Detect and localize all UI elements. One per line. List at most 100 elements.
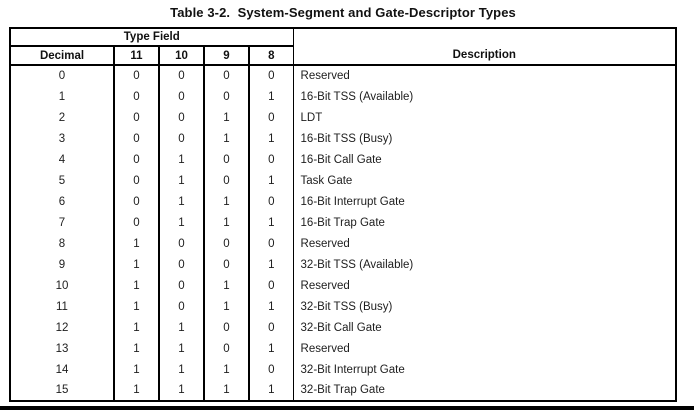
bit9-cell: 0 <box>203 65 249 86</box>
bit10-cell: 1 <box>158 359 204 380</box>
description-cell: Reserved <box>292 275 676 296</box>
table-row: 12 1 1 0 0 32-Bit Call Gate <box>10 317 676 338</box>
decimal-cell: 15 <box>55 384 69 396</box>
bit8-cell: 1 <box>247 170 294 191</box>
bit9-cell: 1 <box>203 296 249 317</box>
bit8-cell: 0 <box>247 275 294 296</box>
bit10-header: 10 <box>158 46 204 66</box>
bit10-cell: 1 <box>158 212 204 233</box>
table-row: 1 0 0 0 1 16-Bit TSS (Available) <box>10 86 676 107</box>
decimal-cell: 3 <box>58 132 66 145</box>
decimal-cell: 0 <box>58 70 66 82</box>
description-cell: Reserved <box>292 65 676 86</box>
decimal-cell: 1 <box>58 90 66 103</box>
table-row: 5 0 1 0 1 Task Gate <box>10 170 676 191</box>
bit10-cell: 0 <box>158 296 204 317</box>
bit9-cell: 0 <box>203 338 249 359</box>
description-cell: Reserved <box>292 233 676 254</box>
decimal-cell: 7 <box>58 216 66 229</box>
table-row: 10 1 0 1 0 Reserved <box>10 275 676 296</box>
bit9-cell: 1 <box>203 212 249 233</box>
table-row: 3 0 0 1 1 16-Bit TSS (Busy) <box>10 128 676 149</box>
bit10-cell: 0 <box>158 107 204 128</box>
decimal-cell: 13 <box>55 342 69 355</box>
table-row: 14 1 1 1 0 32-Bit Interrupt Gate <box>10 359 676 380</box>
bit9-cell: 1 <box>203 191 249 212</box>
bit8-cell: 0 <box>247 359 294 380</box>
bit9-cell: 0 <box>203 170 249 191</box>
bit11-cell: 1 <box>113 233 159 254</box>
decimal-cell: 5 <box>58 174 66 187</box>
bit11-cell: 0 <box>113 212 159 233</box>
description-cell: 32-Bit TSS (Available) <box>292 254 676 275</box>
bit11-cell: 1 <box>113 317 159 338</box>
bit10-cell: 1 <box>158 149 204 170</box>
bit8-cell: 1 <box>247 254 294 275</box>
bit11-cell: 0 <box>113 191 159 212</box>
description-header: Description <box>292 28 676 66</box>
bit9-cell: 1 <box>203 128 249 149</box>
type-field-header: Type Field <box>10 28 294 47</box>
description-cell: 32-Bit Trap Gate <box>292 380 676 401</box>
table-row: 2 0 0 1 0 LDT <box>10 107 676 128</box>
decimal-cell: 4 <box>58 153 66 166</box>
table-row: 0 0 0 0 0 Reserved <box>10 65 676 86</box>
bit11-cell: 1 <box>113 296 159 317</box>
description-cell: 16-Bit Trap Gate <box>292 212 676 233</box>
bit8-cell: 0 <box>247 233 294 254</box>
bit9-header: 9 <box>203 46 249 66</box>
bit8-cell: 1 <box>247 338 294 359</box>
bit11-cell: 1 <box>113 254 159 275</box>
decimal-header: Decimal <box>10 46 114 66</box>
description-cell: 16-Bit Call Gate <box>292 149 676 170</box>
descriptor-types-table: Type Field Description Decimal 11 10 9 8… <box>9 27 677 402</box>
bit9-cell: 1 <box>203 359 249 380</box>
bit8-cell: 1 <box>247 380 294 401</box>
bit8-cell: 1 <box>247 86 294 107</box>
description-cell: 16-Bit TSS (Busy) <box>292 128 676 149</box>
bit10-cell: 1 <box>158 191 204 212</box>
bit9-cell: 1 <box>203 380 249 401</box>
table-row: 13 1 1 0 1 Reserved <box>10 338 676 359</box>
bit10-cell: 1 <box>158 170 204 191</box>
bit10-cell: 0 <box>158 275 204 296</box>
decimal-cell: 9 <box>58 258 66 271</box>
bit11-cell: 0 <box>113 128 159 149</box>
description-cell: 16-Bit Interrupt Gate <box>292 191 676 212</box>
description-cell: Reserved <box>292 338 676 359</box>
bit9-cell: 0 <box>203 317 249 338</box>
bit8-cell: 1 <box>247 128 294 149</box>
table-row: 11 1 0 1 1 32-Bit TSS (Busy) <box>10 296 676 317</box>
bit11-cell: 0 <box>113 149 159 170</box>
bit10-cell: 0 <box>158 254 204 275</box>
bit11-header: 11 <box>113 46 159 66</box>
bit10-cell: 1 <box>158 380 204 401</box>
bit8-cell: 1 <box>247 212 294 233</box>
bit10-cell: 1 <box>158 317 204 338</box>
bit8-header: 8 <box>247 46 294 66</box>
decimal-cell: 14 <box>55 363 69 376</box>
bit11-cell: 0 <box>113 170 159 191</box>
bit11-cell: 1 <box>113 338 159 359</box>
bit9-cell: 1 <box>203 275 249 296</box>
table-row: 15 1 1 1 1 32-Bit Trap Gate <box>10 380 676 401</box>
decimal-cell: 2 <box>58 111 66 124</box>
decimal-cell: 6 <box>58 195 66 208</box>
bit8-cell: 0 <box>247 191 294 212</box>
table-row: 6 0 1 1 0 16-Bit Interrupt Gate <box>10 191 676 212</box>
bit11-cell: 0 <box>113 86 159 107</box>
bit10-cell: 1 <box>158 338 204 359</box>
description-cell: 32-Bit TSS (Busy) <box>292 296 676 317</box>
bit9-cell: 0 <box>203 254 249 275</box>
bit11-cell: 0 <box>113 107 159 128</box>
bit8-cell: 1 <box>247 296 294 317</box>
bit8-cell: 0 <box>247 107 294 128</box>
table-row: 8 1 0 0 0 Reserved <box>10 233 676 254</box>
bit8-cell: 0 <box>247 65 294 86</box>
bit10-cell: 0 <box>158 86 204 107</box>
bit11-cell: 1 <box>113 380 159 401</box>
description-cell: Task Gate <box>292 170 676 191</box>
bit11-cell: 1 <box>113 275 159 296</box>
bit10-cell: 0 <box>158 233 204 254</box>
